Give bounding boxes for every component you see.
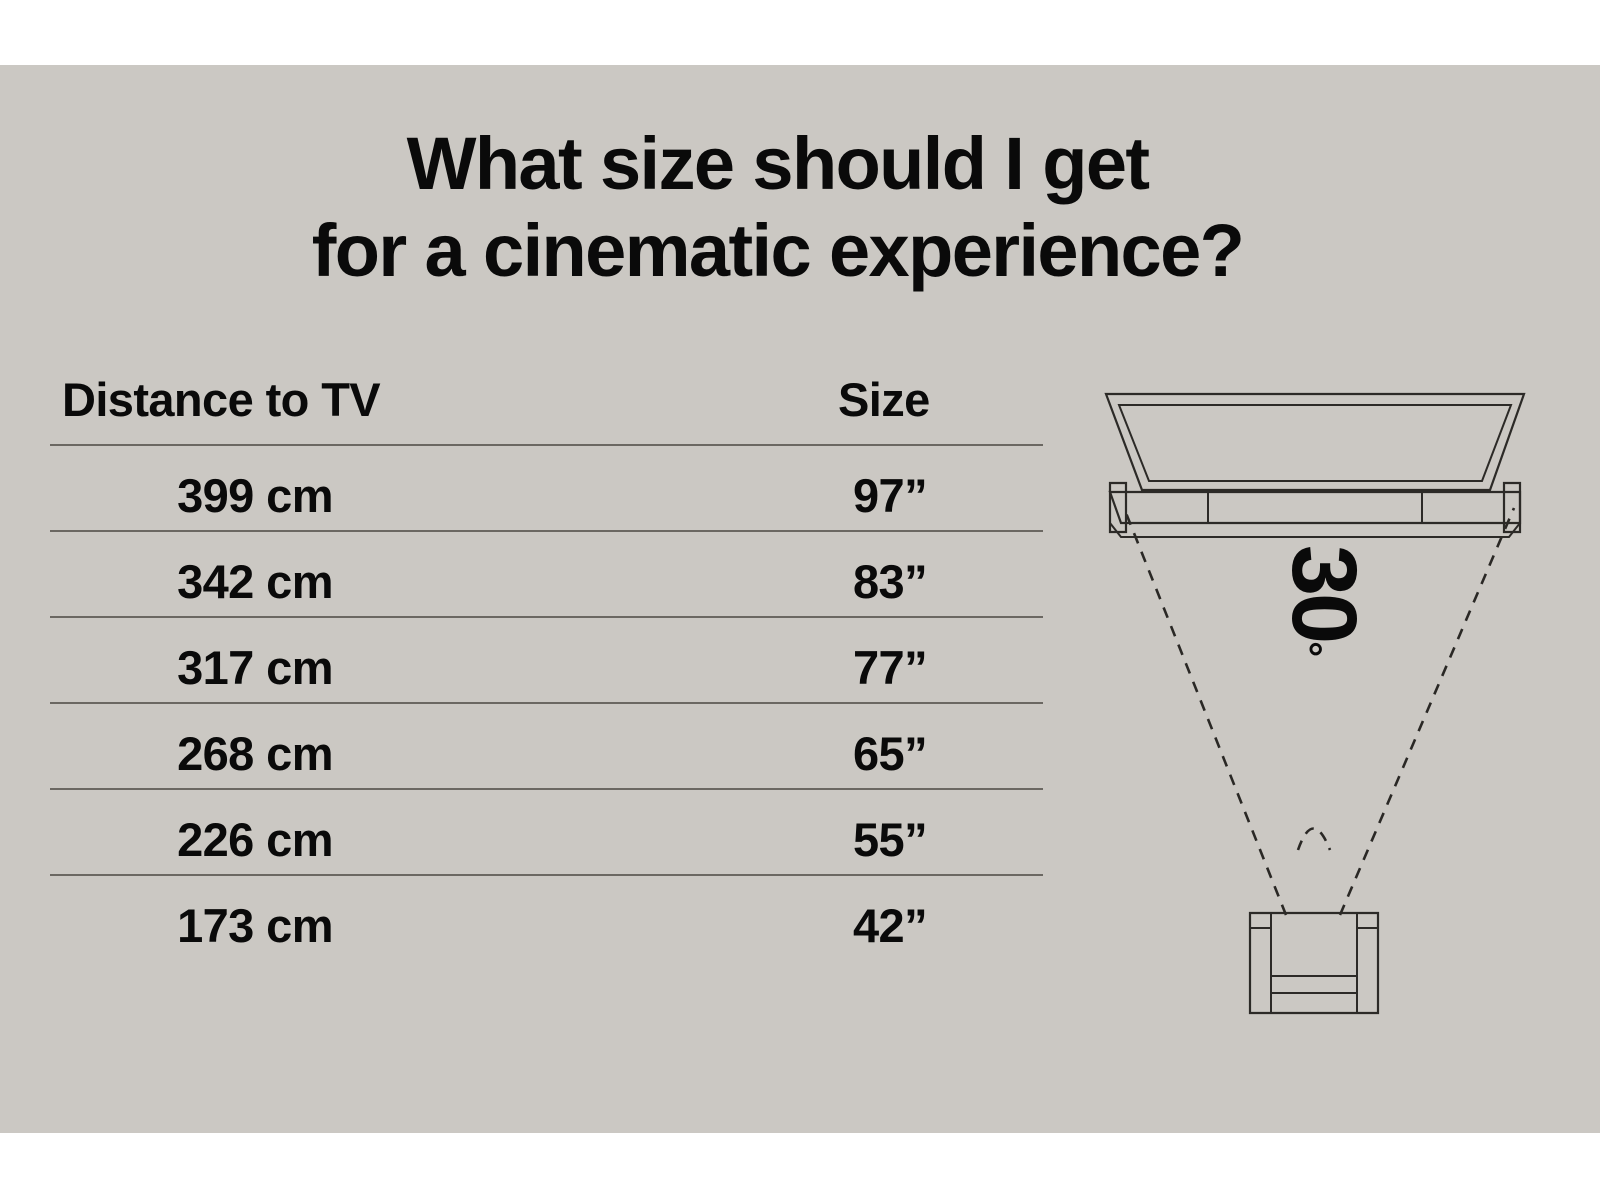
table-row: 399 cm 97” xyxy=(50,444,1043,530)
cell-distance: 317 cm xyxy=(177,641,333,694)
table-row: 342 cm 83” xyxy=(50,530,1043,616)
size-distance-table: Distance to TV Size 399 cm 97” 342 cm 83… xyxy=(50,372,1043,960)
cell-size: 97” xyxy=(853,469,928,522)
table-row: 173 cm 42” xyxy=(50,874,1043,960)
cell-size: 77” xyxy=(853,641,928,694)
cell-distance: 268 cm xyxy=(177,727,333,780)
viewing-angle-diagram xyxy=(1090,380,1540,1015)
page-title-line-2: for a cinematic experience? xyxy=(311,209,1245,292)
cell-size: 42” xyxy=(853,899,928,952)
cell-distance: 399 cm xyxy=(177,469,333,522)
cell-size: 83” xyxy=(853,555,928,608)
table-row: 268 cm 65” xyxy=(50,702,1043,788)
content-panel xyxy=(0,65,1600,1133)
angle-value: 30 xyxy=(1273,544,1376,642)
angle-label: 30° xyxy=(1273,545,1375,658)
degree-symbol: ° xyxy=(1285,641,1330,658)
page-title-line-1: What size should I get xyxy=(406,122,1150,205)
tv-top-view xyxy=(1104,392,1526,538)
table-row: 317 cm 77” xyxy=(50,616,1043,702)
table-header-row: Distance to TV Size xyxy=(50,372,1043,444)
cell-size: 55” xyxy=(853,813,928,866)
cell-distance: 226 cm xyxy=(177,813,333,866)
page-title: What size should I get for a cinematic e… xyxy=(0,120,1555,294)
cell-distance: 173 cm xyxy=(177,899,333,952)
armchair-top-view xyxy=(1248,911,1380,1015)
column-header-size: Size xyxy=(838,373,930,426)
cell-size: 65” xyxy=(853,727,928,780)
column-header-distance: Distance to TV xyxy=(62,373,381,426)
cell-distance: 342 cm xyxy=(177,555,333,608)
table-row: 226 cm 55” xyxy=(50,788,1043,874)
viewing-angle-cone xyxy=(1122,507,1516,916)
